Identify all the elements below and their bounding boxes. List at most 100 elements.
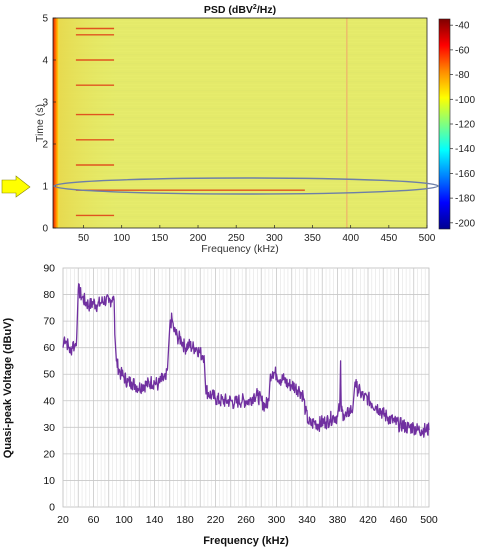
x-tick-label: 340: [298, 514, 316, 526]
spectrogram-row: [53, 153, 427, 155]
spectrogram-row: [53, 123, 427, 125]
spectrogram-x-label: Frequency (kHz): [201, 243, 279, 255]
spectrogram-row: [53, 111, 427, 113]
y-tick-label: 40: [43, 395, 55, 407]
quasi-peak-chart: 20 60 100 140 180 220 260 300 340 380 420 460 500 0 1…: [2, 263, 438, 548]
spectrogram-row: [53, 63, 427, 65]
spectrogram-row: [53, 165, 427, 167]
harmonic-mix-band: [59, 18, 118, 228]
spectrogram-row: [53, 138, 427, 140]
y-tick-label: 0: [42, 224, 48, 235]
x-tick-label: 460: [390, 514, 408, 526]
spectrogram-row: [53, 105, 427, 107]
x-tick-label: 260: [237, 514, 255, 526]
spectrogram-row: [53, 114, 427, 116]
spectrogram-row: [53, 51, 427, 53]
spectrogram-row: [53, 204, 427, 206]
x-tick-label: 220: [207, 514, 225, 526]
highlight-arrow: [1, 175, 31, 198]
spectrogram-row: [53, 132, 427, 134]
spectrogram-row: [53, 147, 427, 149]
y-tick-label: 4: [42, 56, 48, 67]
spectrogram-row: [53, 81, 427, 83]
spectrogram-row: [53, 120, 427, 122]
spectrogram-row: [53, 27, 427, 29]
x-tick-label: 50: [78, 233, 90, 244]
y-tick-label: 5: [42, 14, 48, 25]
spectrogram-row: [53, 84, 427, 86]
x-tick-label: 420: [359, 514, 377, 526]
x-tick-label: 180: [176, 514, 194, 526]
highlight-ellipse: [53, 177, 439, 195]
y-tick-label: 2: [42, 140, 48, 151]
spectrogram-row: [53, 141, 427, 143]
spectrogram-row: [53, 156, 427, 158]
x-tick-label: 60: [88, 514, 100, 526]
x-tick-label: 300: [268, 514, 286, 526]
spectrogram-row: [53, 45, 427, 47]
low-frequency-band: [53, 18, 60, 228]
spectrogram-row: [53, 219, 427, 221]
spectrogram-row: [53, 117, 427, 119]
spectrogram-row: [53, 180, 427, 182]
spectrogram-row: [53, 78, 427, 80]
x-tick-label: 100: [115, 514, 133, 526]
y-tick-label: 90: [43, 263, 55, 275]
spectrogram-row: [53, 174, 427, 176]
spectrogram-row: [53, 30, 427, 32]
spectrogram-row: [53, 162, 427, 164]
spectrogram-row: [53, 93, 427, 95]
spectrogram-row: [53, 135, 427, 137]
spectrogram-row: [53, 171, 427, 173]
spectrogram-row: [53, 90, 427, 92]
colorbar-tick-label: -40: [455, 21, 470, 32]
spectrogram-row: [53, 69, 427, 71]
x-tick-label: 380: [329, 514, 347, 526]
spectrogram-row: [53, 96, 427, 98]
colorbar: [438, 18, 451, 230]
spectrogram-row: [53, 66, 427, 68]
spectrogram-row: [53, 75, 427, 77]
y-tick-label: 0: [49, 502, 55, 514]
spectrogram-row: [53, 33, 427, 35]
spectrogram-row: [53, 126, 427, 128]
spectrogram-row: [53, 159, 427, 161]
series-line-quasi-peak: [62, 283, 430, 438]
spectrogram-row: [53, 72, 427, 74]
spectrogram-row: [53, 195, 427, 197]
colorbar-tick-label: -160: [455, 169, 475, 180]
y-tick-label: 10: [43, 475, 55, 487]
colorbar-tick-label: -100: [455, 95, 475, 106]
x-tick-label: 140: [146, 514, 164, 526]
y-tick-label: 50: [43, 369, 55, 381]
spectrogram-row: [53, 213, 427, 215]
x-tick-label: 500: [420, 514, 438, 526]
y-tick-label: 1: [42, 182, 48, 193]
spectrogram-row: [53, 198, 427, 200]
spectrogram-row: [53, 183, 427, 185]
x-tick-label: 500: [419, 233, 436, 244]
x-tick-label: 450: [380, 233, 397, 244]
colorbar-tick-label: -60: [455, 45, 470, 56]
spectrogram-row: [53, 207, 427, 209]
y-tick-label: 3: [42, 98, 48, 109]
line-x-label: Frequency (kHz): [203, 535, 289, 547]
spectrogram-frame: [52, 17, 428, 229]
spectrogram-row: [53, 216, 427, 218]
spectrogram-row: [53, 225, 427, 227]
y-tick-label: 20: [43, 448, 55, 460]
colorbar-tick-label: -140: [455, 144, 475, 155]
spectrogram-row: [53, 192, 427, 194]
spectrogram-row: [53, 57, 427, 59]
spectrogram-row: [53, 102, 427, 104]
colorbar-tick-label: -120: [455, 120, 475, 131]
x-tick-label: 100: [113, 233, 130, 244]
spectrogram-row: [53, 54, 427, 56]
spectrogram-row: [53, 60, 427, 62]
spectrogram-row: [53, 36, 427, 38]
x-tick-label: 300: [266, 233, 283, 244]
spectrogram-y-label: Time (s): [34, 104, 46, 142]
spectrogram-row: [53, 99, 427, 101]
y-tick-label: 60: [43, 342, 55, 354]
